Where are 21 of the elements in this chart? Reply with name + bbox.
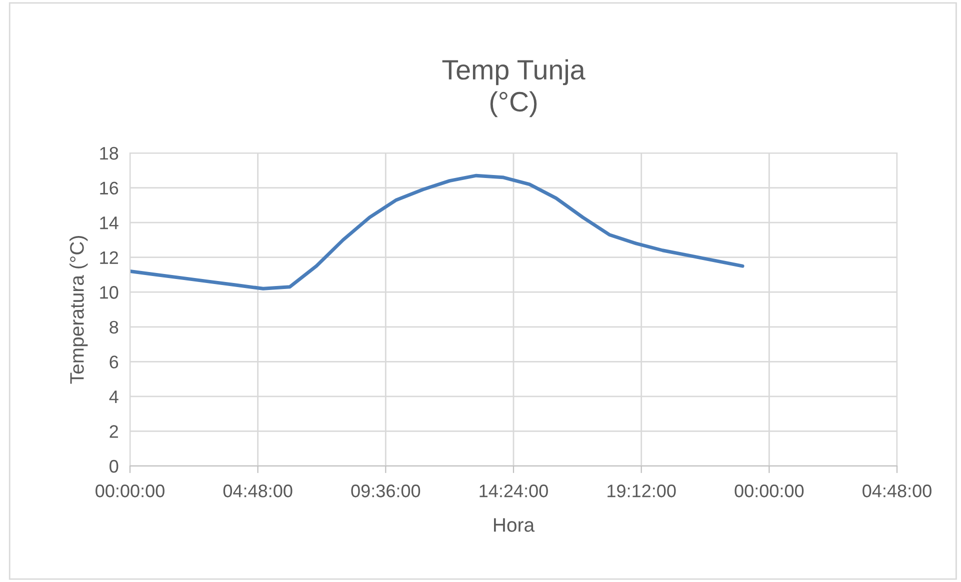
y-tick-label: 14 bbox=[100, 216, 118, 230]
x-tick-label: 19:12:00 bbox=[608, 484, 676, 498]
y-tick-label: 18 bbox=[100, 146, 118, 160]
x-tick-label: 00:00:00 bbox=[734, 484, 804, 498]
line-series bbox=[130, 174, 744, 290]
y-tick-label: 12 bbox=[100, 251, 118, 264]
chart-title: Temp Tunja (°C) bbox=[442, 59, 586, 118]
y-tick-label: 10 bbox=[100, 286, 118, 299]
y-tick-label: 2 bbox=[110, 425, 118, 438]
x-tick-label: 09:36:00 bbox=[351, 484, 420, 498]
y-tick-label: 4 bbox=[109, 390, 118, 403]
y-tick-label: 6 bbox=[110, 356, 118, 368]
y-tick-label: 0 bbox=[110, 460, 118, 473]
x-tick-label: 04:48:00 bbox=[862, 484, 932, 498]
y-tick-label: 16 bbox=[100, 182, 118, 194]
x-tick-label: 04:48:00 bbox=[223, 484, 292, 498]
x-axis-title: Hora bbox=[494, 518, 535, 532]
x-tick-label: 00:00:00 bbox=[96, 484, 164, 498]
y-tick-label: 8 bbox=[110, 320, 118, 334]
x-tick-label: 14:24:00 bbox=[480, 484, 548, 498]
y-axis-title: Temperatura (°C) bbox=[70, 236, 88, 384]
